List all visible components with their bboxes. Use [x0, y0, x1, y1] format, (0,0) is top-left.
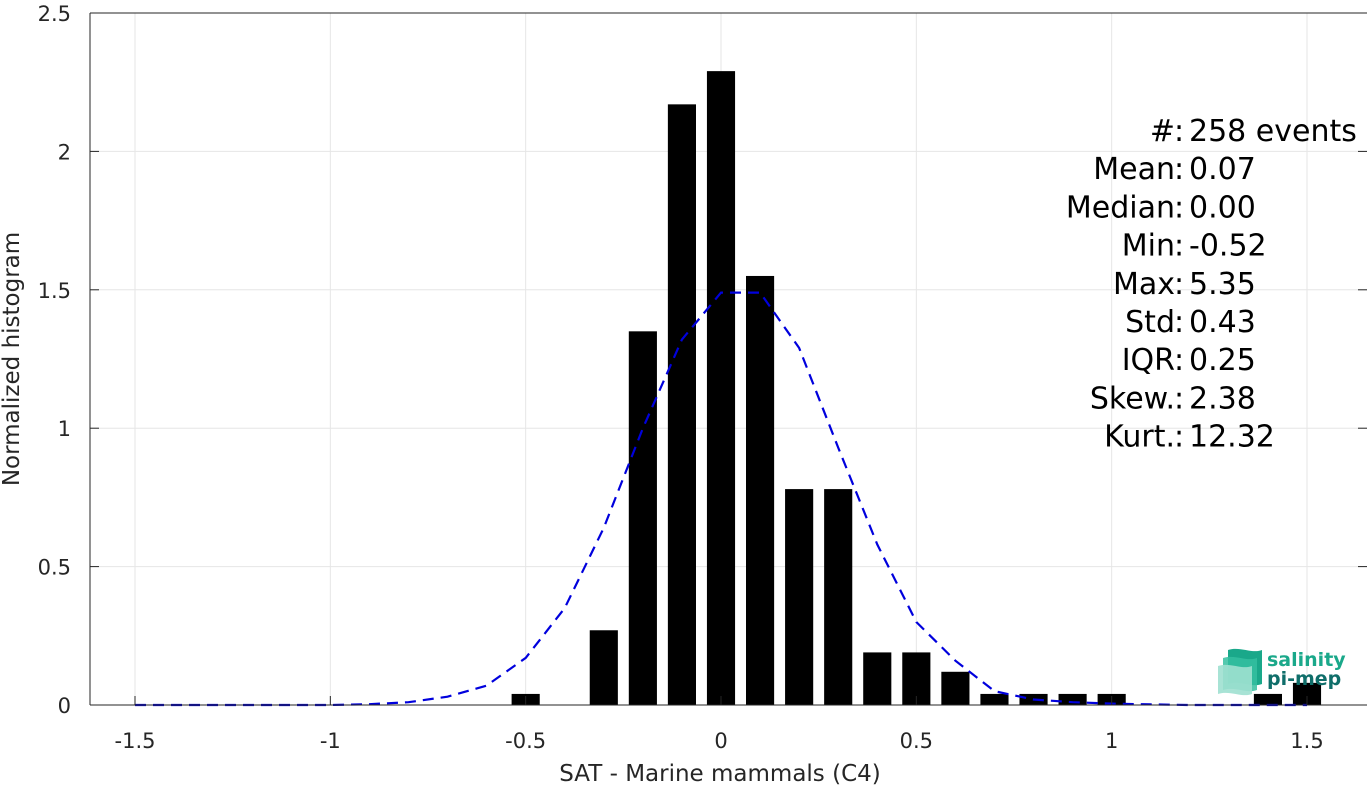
x-tick-label-4: 0.5: [900, 729, 933, 753]
y-tick-label-4: 2: [58, 140, 71, 164]
bar-2: [628, 331, 657, 705]
stat-label-4: Max: [1113, 267, 1175, 302]
stat-colon-6: :: [1174, 343, 1184, 378]
stat-colon-2: :: [1174, 190, 1184, 225]
stat-value-1: 0.07: [1189, 152, 1256, 187]
bars: [511, 71, 1322, 706]
x-tick-label-6: 1.5: [1290, 729, 1323, 753]
stat-label-8: Kurt.: [1104, 420, 1175, 455]
bar-6: [785, 489, 814, 705]
x-axis-label: SAT - Marine mammals (C4): [559, 761, 881, 785]
logo-text-pi-mep: pi-mep: [1267, 668, 1341, 690]
stat-colon-0: :: [1174, 114, 1184, 149]
stat-value-5: 0.43: [1189, 305, 1256, 340]
stat-label-5: Std: [1125, 305, 1175, 340]
bar-1: [589, 630, 618, 705]
stat-label-3: Min: [1122, 229, 1175, 264]
y-tick-label-5: 2.5: [38, 2, 71, 26]
bar-10: [941, 671, 970, 705]
y-ticks: 0 0.5 1 1.5 2 2.5: [38, 2, 1367, 718]
stat-colon-8: :: [1174, 420, 1184, 455]
bar-4: [706, 71, 736, 706]
logo-text-salinity: salinity: [1267, 649, 1346, 671]
stat-label-7: Skew.: [1090, 381, 1175, 416]
bar-16: [1292, 682, 1322, 705]
x-tick-label-0: -1.5: [115, 729, 156, 753]
x-tick-label-2: -0.5: [505, 729, 546, 753]
stat-colon-5: :: [1174, 305, 1184, 340]
y-axis-label: Normalized histogram: [0, 232, 25, 486]
stat-label-2: Median: [1066, 190, 1175, 225]
logo-wave-front: [1218, 664, 1252, 696]
y-tick-label-1: 0.5: [38, 556, 71, 580]
x-tick-label-5: 1: [1105, 729, 1118, 753]
bar-8: [863, 652, 892, 705]
stat-colon-3: :: [1174, 229, 1184, 264]
x-ticks: -1.5 -1 -0.5 0 0.5 1 1.5: [115, 696, 1324, 753]
y-tick-label-0: 0: [58, 694, 71, 718]
stat-colon-4: :: [1174, 267, 1184, 302]
bar-5: [746, 275, 775, 705]
stat-label-0: #: [1150, 114, 1175, 149]
y-tick-label-3: 1.5: [38, 279, 71, 303]
stat-colon-1: :: [1174, 152, 1184, 187]
x-tick-label-3: 0: [714, 729, 727, 753]
bar-11: [980, 693, 1009, 705]
stat-label-1: Mean: [1093, 152, 1175, 187]
axes: [89, 12, 1367, 706]
bar-3: [667, 104, 696, 706]
stat-value-6: 0.25: [1189, 343, 1256, 378]
stat-value-7: 2.38: [1189, 381, 1256, 416]
salinity-pi-mep-logo: salinity pi-mep: [1218, 648, 1346, 696]
y-tick-label-2: 1: [58, 417, 71, 441]
stat-value-0: 258 events: [1189, 114, 1357, 149]
bar-13: [1058, 693, 1087, 705]
stat-value-3: -0.52: [1189, 229, 1267, 264]
bar-7: [824, 489, 853, 705]
stat-value-2: 0.00: [1189, 190, 1256, 225]
x-tick-label-1: -1: [320, 729, 341, 753]
bar-15: [1253, 693, 1282, 705]
stat-value-8: 12.32: [1189, 420, 1275, 455]
stat-value-4: 5.35: [1189, 267, 1256, 302]
stat-label-6: IQR: [1122, 343, 1175, 378]
stat-colon-7: :: [1174, 381, 1184, 416]
